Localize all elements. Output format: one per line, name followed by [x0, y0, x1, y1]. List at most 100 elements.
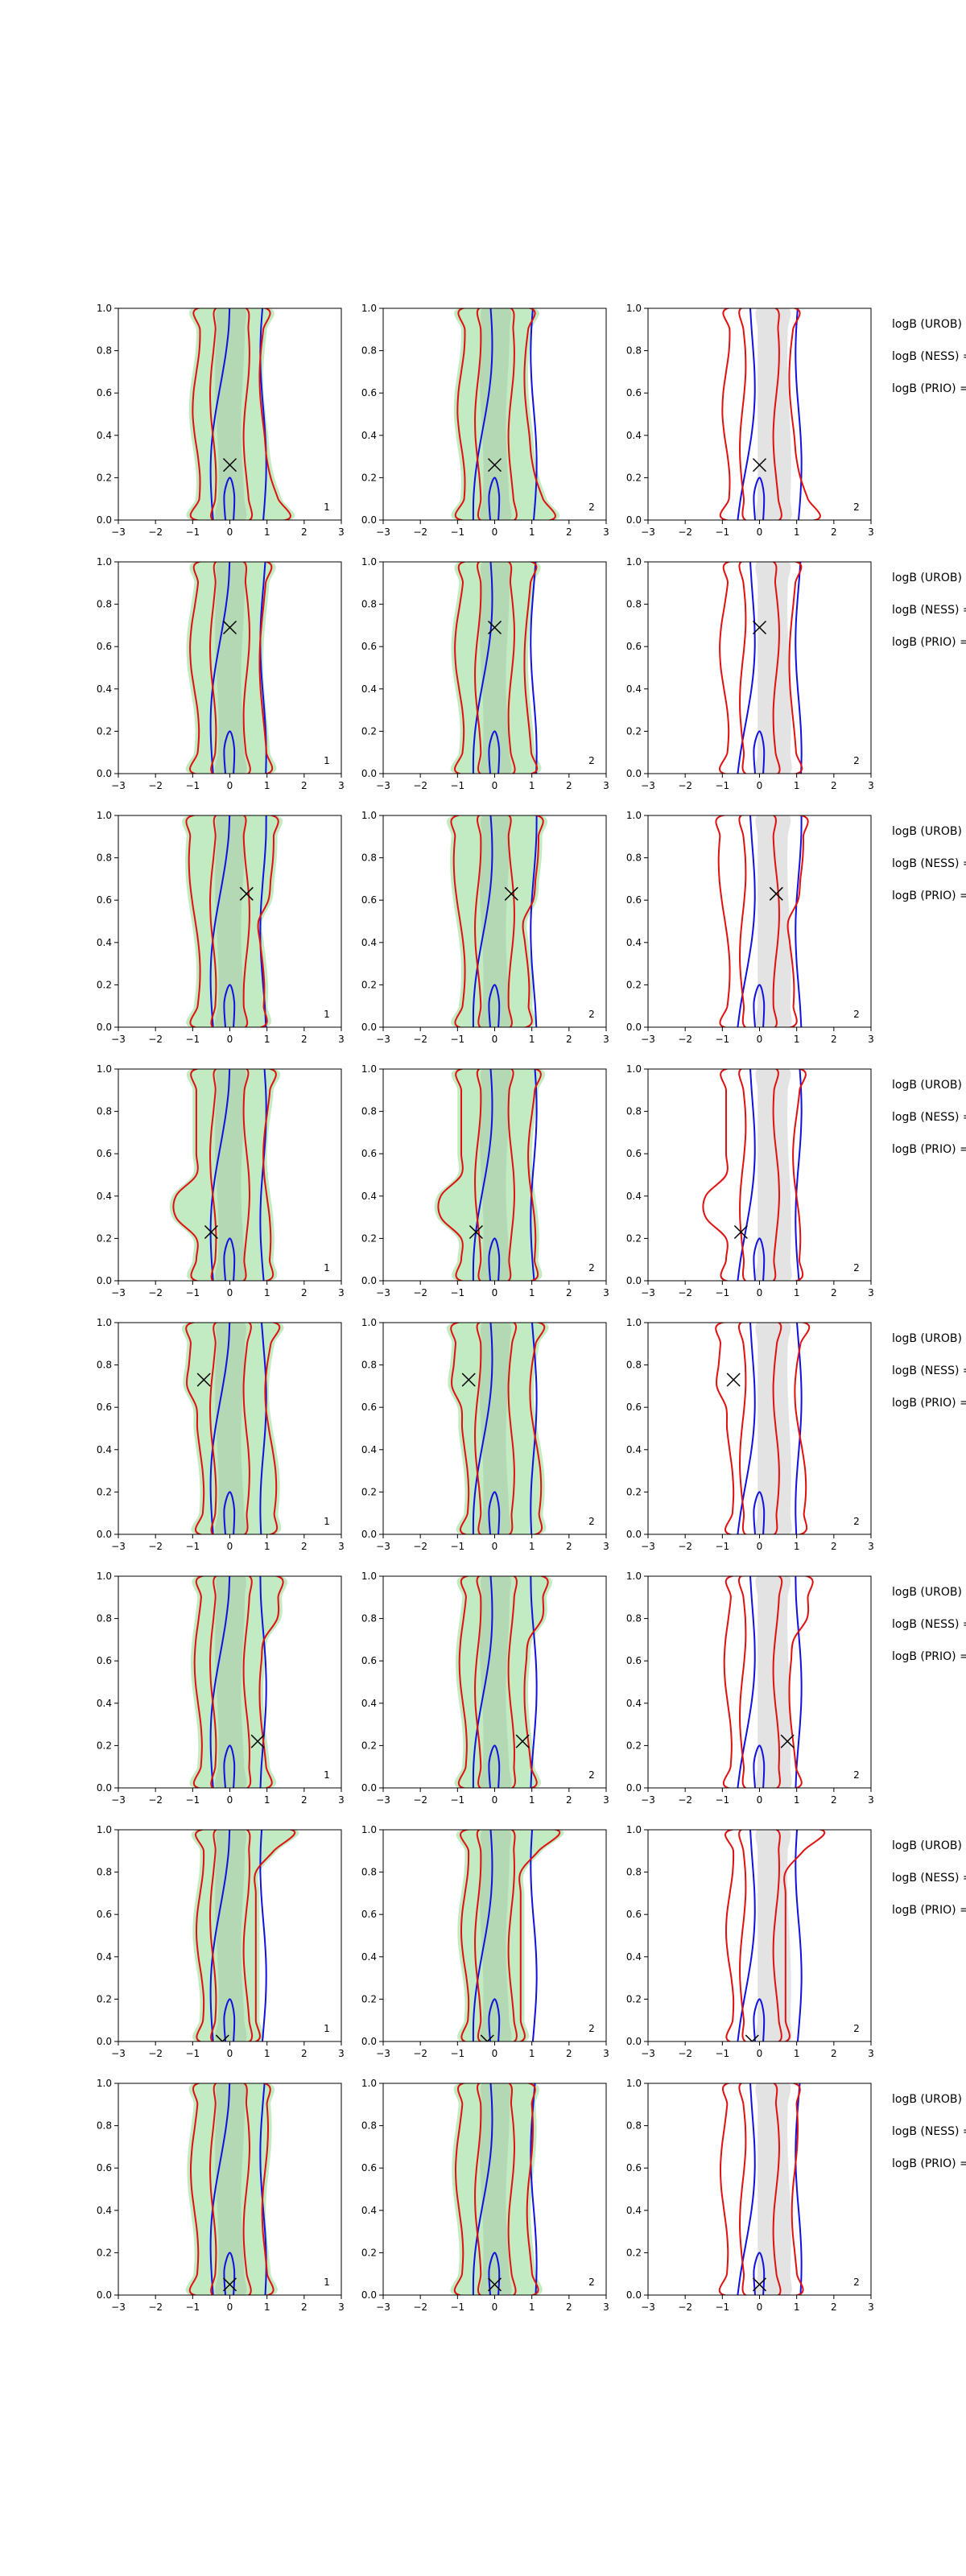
blue-contour-left	[737, 308, 756, 520]
x-tick-label: 3	[338, 2301, 345, 2313]
x-tick-label: −2	[148, 1541, 163, 1552]
red-contour-inner	[737, 1323, 782, 1534]
y-tick-label: 0.6	[626, 1148, 642, 1159]
x-tick-label: 2	[566, 2048, 572, 2059]
marker-stroke-b	[751, 2034, 759, 2041]
y-tick-label: 0.6	[626, 894, 642, 906]
x-tick-label: −1	[715, 1794, 729, 1806]
x-tick-label: 0	[227, 780, 233, 791]
panel-plot-area	[181, 1323, 284, 1534]
panel-badge-label: 1	[324, 2277, 330, 2288]
x-tick-label: −1	[450, 780, 464, 791]
marker-stroke-a	[745, 2034, 753, 2041]
blue-contour-left	[472, 1576, 493, 1788]
y-tick-label: 0.8	[626, 1360, 642, 1371]
x-tick-label: −2	[413, 1034, 427, 1045]
y-tick-label: 0.6	[626, 387, 642, 398]
blue-contour-right	[259, 1069, 267, 1281]
blue-contour-left	[209, 1830, 231, 2041]
blue-contour-left	[737, 2083, 756, 2295]
panel-plot-area	[702, 1069, 807, 1281]
panel-badge-label: 1	[324, 502, 330, 513]
y-tick-label: 0.8	[626, 1613, 642, 1624]
x-tick-label: −3	[111, 1034, 126, 1045]
blue-contour-lobe	[488, 730, 501, 774]
x-tick-label: 2	[301, 1794, 308, 1806]
y-tick-label: 0.6	[97, 1909, 112, 1920]
row-note-label: logB (NESS) =	[892, 2125, 966, 2138]
y-tick-label: 0.2	[97, 1740, 112, 1751]
blue-contour-left	[472, 1069, 493, 1281]
x-tick-label: −1	[185, 1541, 200, 1552]
y-tick-label: 1.0	[361, 1063, 377, 1075]
blue-contour-right	[530, 1830, 538, 2041]
x-tick-label: 3	[603, 2301, 609, 2313]
x-tick-label: 2	[566, 2301, 572, 2313]
panel-r2-c2: −3 −2 −1 0 1 2 3 0.0 0.2 0.4 0.6 0.8 1.0 2	[361, 556, 609, 791]
panel-plot-area	[447, 815, 548, 1027]
red-contour-outer	[185, 815, 279, 1027]
x-tick-label: −1	[715, 1034, 729, 1045]
y-tick-label: 0.8	[626, 1867, 642, 1878]
red-contour-inner	[208, 2083, 252, 2295]
y-tick-label: 0.0	[626, 1529, 642, 1540]
blue-contour-left	[737, 1069, 756, 1281]
x-tick-label: −3	[376, 1794, 390, 1806]
panel-badge-label: 1	[324, 1009, 330, 1020]
marker-stroke-b	[733, 1224, 748, 1240]
x-tick-label: 0	[227, 526, 233, 538]
blue-contour-right	[530, 308, 538, 520]
x-tick-label: 2	[831, 2301, 837, 2313]
panel-plot-area	[715, 1323, 811, 1534]
panel-r2-c3: −3 −2 −1 0 1 2 3 0.0 0.2 0.4 0.6 0.8 1.0 2	[626, 556, 874, 791]
panel-badge-label: 2	[588, 1009, 595, 1020]
y-tick-label: 0.6	[361, 387, 377, 398]
y-tick-label: 0.6	[626, 641, 642, 652]
blue-contour-left	[737, 1323, 756, 1534]
panel-plot-area	[186, 308, 295, 520]
blue-contour-left	[472, 1830, 493, 2041]
true-value-marker	[726, 1373, 741, 1387]
x-tick-label: 0	[227, 1034, 233, 1045]
y-tick-label: 1.0	[626, 1317, 642, 1328]
blue-contour-right	[795, 1069, 803, 1281]
true-value-marker	[745, 2034, 759, 2041]
x-tick-label: −2	[148, 2048, 163, 2059]
blue-contour-right	[795, 1830, 803, 2041]
y-tick-label: 0.2	[97, 725, 112, 737]
marker-stroke-b	[469, 1224, 483, 1240]
x-tick-label: −3	[641, 1287, 655, 1298]
blue-contour-lobe	[223, 1237, 236, 1281]
x-tick-label: 1	[264, 1794, 270, 1806]
y-tick-label: 0.4	[626, 1698, 642, 1709]
row-note-label: logB (NESS) =	[892, 350, 966, 363]
panel-badge-label: 2	[588, 1769, 595, 1781]
red-contour-outer	[172, 1069, 277, 1281]
y-tick-label: 0.0	[626, 2036, 642, 2047]
row-note-label: logB (PRIO) =	[892, 890, 966, 902]
panel-plot-area	[719, 308, 821, 520]
x-tick-label: 3	[603, 1034, 609, 1045]
y-tick-label: 1.0	[361, 1571, 377, 1582]
y-tick-label: 1.0	[626, 1824, 642, 1835]
y-tick-label: 0.0	[97, 1782, 112, 1794]
x-tick-label: 3	[603, 780, 609, 791]
x-tick-label: 0	[757, 1034, 763, 1045]
y-tick-label: 1.0	[626, 556, 642, 568]
panel-r3-c1: −3 −2 −1 0 1 2 3 0.0 0.2 0.4 0.6 0.8 1.0 1	[97, 810, 345, 1045]
x-tick-label: 0	[757, 526, 763, 538]
panel-r3-c2: −3 −2 −1 0 1 2 3 0.0 0.2 0.4 0.6 0.8 1.0 2	[361, 810, 609, 1045]
y-tick-label: 0.0	[626, 768, 642, 779]
panel-r8-c3: −3 −2 −1 0 1 2 3 0.0 0.2 0.4 0.6 0.8 1.0 2	[626, 2078, 874, 2313]
red-contour-outer	[192, 1576, 284, 1788]
x-tick-label: −1	[715, 1287, 729, 1298]
red-contour-inner	[208, 1830, 254, 2041]
prior-fill-region	[755, 815, 792, 1027]
y-tick-label: 0.0	[361, 2289, 377, 2301]
x-tick-label: −1	[185, 1794, 200, 1806]
red-contour-inner	[738, 1830, 782, 2041]
blue-contour-left	[209, 1576, 231, 1788]
true-value-marker	[204, 1224, 218, 1240]
y-tick-label: 0.4	[361, 1951, 377, 1963]
y-tick-label: 0.0	[626, 1275, 642, 1286]
